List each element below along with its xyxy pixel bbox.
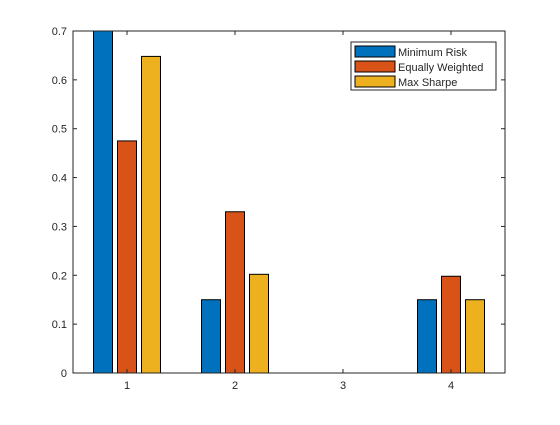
- y-axis-ticks: 0 0.1 0.2 0.3 0.4 0.5 0.6 0.7: [52, 26, 505, 380]
- legend-label: Equally Weighted: [398, 62, 483, 74]
- x-tick-label: 4: [448, 380, 454, 392]
- y-tick-label: 0.1: [52, 319, 67, 331]
- bar-minimum-risk: [93, 30, 113, 374]
- bar-minimum-risk: [417, 299, 437, 374]
- bar-equally-weighted: [441, 275, 461, 374]
- plot-area-frame: [72, 30, 506, 374]
- y-tick-label: 0.6: [52, 75, 67, 87]
- legend: Minimum Risk Equally Weighted Max Sharpe: [350, 41, 497, 91]
- x-tick-label: 1: [124, 380, 130, 392]
- legend-label: Max Sharpe: [398, 77, 457, 89]
- bar-minimum-risk: [201, 299, 221, 374]
- bar-equally-weighted: [117, 140, 137, 374]
- bar-group: [93, 30, 485, 374]
- x-tick-label: 3: [340, 380, 346, 392]
- y-tick-label: 0.7: [52, 26, 67, 38]
- legend-swatch: [354, 60, 396, 73]
- bar-equally-weighted: [225, 211, 245, 374]
- y-tick-label: 0.3: [52, 221, 67, 233]
- bar-max-sharpe: [249, 273, 269, 374]
- x-tick-label: 2: [232, 380, 238, 392]
- y-tick-label: 0: [61, 368, 67, 380]
- y-tick-label: 0.4: [52, 173, 67, 185]
- y-tick-label: 0.2: [52, 270, 67, 282]
- bar-max-sharpe: [141, 55, 161, 374]
- y-tick-label: 0.5: [52, 124, 67, 136]
- x-axis-ticks: 1 2 3 4: [124, 31, 454, 392]
- legend-label: Minimum Risk: [398, 47, 468, 59]
- legend-swatch: [354, 75, 396, 88]
- legend-swatch: [354, 45, 396, 58]
- bar-max-sharpe: [465, 299, 485, 374]
